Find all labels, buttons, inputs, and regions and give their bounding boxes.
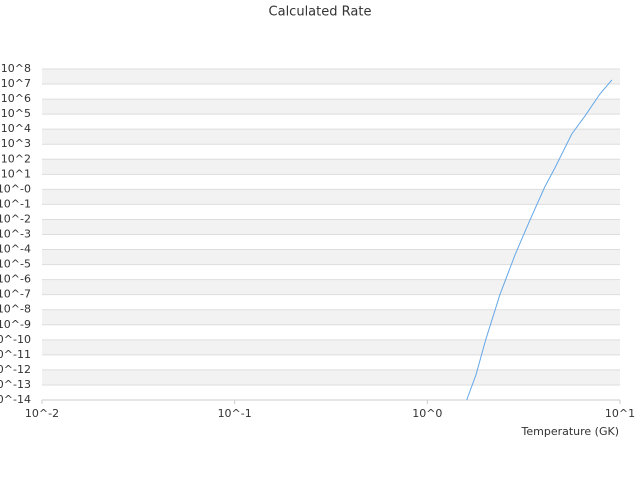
y-tick-label: 10^-13 bbox=[0, 378, 31, 391]
data-line bbox=[466, 79, 613, 401]
grid-band bbox=[42, 369, 620, 385]
y-tick-label: 10^4 bbox=[1, 122, 31, 135]
x-axis-label: Temperature (GK) bbox=[521, 425, 620, 438]
grid-band bbox=[42, 69, 620, 85]
grid-band bbox=[42, 249, 620, 265]
y-tick-label: 10^-9 bbox=[0, 318, 31, 331]
grid-band bbox=[42, 339, 620, 355]
y-tick-label: 10^2 bbox=[1, 152, 31, 165]
grid-band bbox=[42, 189, 620, 205]
y-tick-label: 10^5 bbox=[1, 107, 31, 120]
y-tick-label: 10^-14 bbox=[0, 393, 31, 406]
y-tick-label: 10^-7 bbox=[0, 288, 31, 301]
chart-title: Calculated Rate bbox=[269, 5, 372, 20]
grid-band bbox=[42, 309, 620, 325]
x-tick-label: 10^0 bbox=[412, 407, 442, 420]
y-tick-label: 10^-11 bbox=[0, 348, 31, 361]
x-tick-label: 10^-1 bbox=[218, 407, 252, 420]
x-tick-label: 10^-2 bbox=[25, 407, 59, 420]
y-tick-label: 10^-0 bbox=[0, 182, 31, 195]
y-tick-label: 10^-6 bbox=[0, 273, 31, 286]
y-tick-label: 10^-12 bbox=[0, 363, 31, 376]
y-tick-label: 10^7 bbox=[1, 77, 31, 90]
grid-band bbox=[42, 219, 620, 235]
y-tick-label: 10^-1 bbox=[0, 197, 31, 210]
y-tick-label: 10^6 bbox=[1, 92, 31, 105]
y-tick-label: 10^-8 bbox=[0, 303, 31, 316]
grid-band bbox=[42, 279, 620, 295]
y-tick-label: 10^1 bbox=[1, 167, 31, 180]
y-tick-label: 10^3 bbox=[1, 137, 31, 150]
y-tick-label: 10^8 bbox=[1, 62, 31, 75]
y-tick-label: 10^-3 bbox=[0, 228, 31, 241]
y-tick-label: 10^-5 bbox=[0, 258, 31, 271]
grid-band bbox=[42, 99, 620, 115]
y-tick-label: 10^-2 bbox=[0, 212, 31, 225]
x-tick-label: 10^1 bbox=[605, 407, 635, 420]
y-tick-label: 10^-10 bbox=[0, 333, 31, 346]
grid-band bbox=[42, 129, 620, 145]
y-tick-label: 10^-4 bbox=[0, 243, 31, 256]
grid-band bbox=[42, 159, 620, 175]
